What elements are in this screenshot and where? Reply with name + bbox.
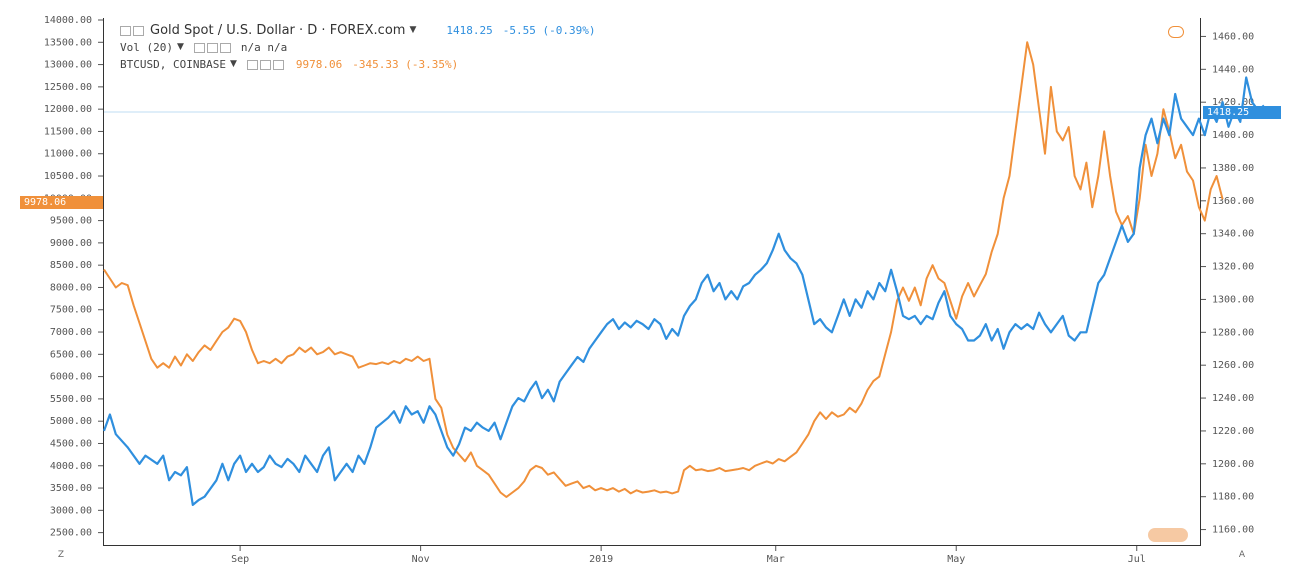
auto-scale-button[interactable]: A: [1238, 550, 1246, 560]
left-tick-label: 6000.00: [50, 372, 92, 383]
x-tick-label: Jul: [1128, 554, 1146, 565]
gold-title: Gold Spot / U.S. Dollar · D · FOREX.com: [150, 23, 406, 38]
btc-series-line: [103, 41, 1224, 498]
left-tick-label: 4500.00: [50, 438, 92, 449]
left-tick-label: 3000.00: [50, 505, 92, 516]
right-tick-label: 1260.00: [1212, 360, 1254, 371]
left-tick-label: 10500.00: [44, 171, 92, 182]
btc-price: 9978.06: [295, 58, 343, 71]
left-tick-label: 12000.00: [44, 104, 92, 115]
left-tick-label: 4000.00: [50, 461, 92, 472]
right-tick-label: 1420.00: [1212, 97, 1254, 108]
right-tick-label: 1400.00: [1212, 130, 1254, 141]
btc-change: -345.33 (-3.35%): [352, 58, 459, 71]
left-tick-label: 11500.00: [44, 126, 92, 137]
left-tick-label: 6500.00: [50, 349, 92, 360]
gold-change: -5.55 (-0.39%): [502, 24, 596, 37]
right-tick-label: 1300.00: [1212, 294, 1254, 305]
logo-icon: [1148, 528, 1188, 542]
close-icon[interactable]: [219, 42, 231, 53]
gold-series-line: [102, 76, 1265, 506]
dropdown-chevron-icon[interactable]: ▼: [176, 42, 184, 52]
legend-vol-row[interactable]: Vol (20) ▼ n/a n/a: [120, 39, 595, 56]
gold-price-tag: 1418.25: [1203, 106, 1281, 119]
left-tick-label: 9500.00: [50, 216, 92, 227]
vol-values: n/a n/a: [240, 41, 288, 54]
x-axis-ticks: Sep Nov 2019 Mar May Jul: [231, 546, 1146, 565]
left-tick-label: 12500.00: [44, 82, 92, 93]
x-tick-label: May: [947, 554, 965, 565]
left-tick-label: 11000.00: [44, 149, 92, 160]
settings-icon[interactable]: [259, 59, 271, 70]
left-tick-label: 9000.00: [50, 238, 92, 249]
right-tick-label: 1200.00: [1212, 459, 1254, 470]
right-tick-label: 1380.00: [1212, 163, 1254, 174]
btc-price-tag: 9978.06: [20, 196, 103, 209]
right-tick-label: 1340.00: [1212, 229, 1254, 240]
x-tick-label: 2019: [589, 554, 613, 565]
legend: Gold Spot / U.S. Dollar · D · FOREX.com …: [120, 22, 595, 73]
x-tick-label: Sep: [231, 554, 249, 565]
right-tick-label: 1460.00: [1212, 31, 1254, 42]
left-tick-label: 8500.00: [50, 260, 92, 271]
right-tick-label: 1360.00: [1212, 196, 1254, 207]
right-tick-label: 1160.00: [1212, 525, 1254, 536]
x-tick-label: Nov: [412, 554, 430, 565]
bars-icon[interactable]: [133, 25, 144, 36]
left-axis-ticks: 14000.00 13500.00 13000.00 12500.00 12000.00…: [44, 15, 103, 539]
dropdown-chevron-icon[interactable]: ▼: [409, 25, 417, 35]
settings-icon[interactable]: [206, 42, 218, 53]
left-tick-label: 13000.00: [44, 60, 92, 71]
left-tick-label: 2500.00: [50, 528, 92, 539]
visibility-toggle-icon[interactable]: [120, 25, 131, 36]
left-tick-label: 7000.00: [50, 327, 92, 338]
vol-label: Vol (20): [120, 41, 173, 54]
legend-gold-row[interactable]: Gold Spot / U.S. Dollar · D · FOREX.com …: [120, 22, 595, 39]
eye-icon[interactable]: [246, 59, 258, 70]
right-tick-label: 1280.00: [1212, 327, 1254, 338]
alert-clock-icon[interactable]: [1168, 26, 1184, 38]
left-tick-label: 14000.00: [44, 15, 92, 26]
btc-title: BTCUSD, COINBASE: [120, 58, 226, 71]
close-icon[interactable]: [272, 59, 284, 70]
gold-price: 1418.25: [446, 24, 493, 37]
right-tick-label: 1240.00: [1212, 393, 1254, 404]
left-tick-label: 3500.00: [50, 483, 92, 494]
right-axis-ticks: 1460.00 1440.00 1420.00 1400.00 1380.00 1360.…: [1201, 31, 1254, 536]
right-tick-label: 1440.00: [1212, 64, 1254, 75]
right-tick-label: 1180.00: [1212, 492, 1254, 503]
left-tick-label: 7500.00: [50, 305, 92, 316]
x-tick-label: Mar: [767, 554, 785, 565]
scale-left-button[interactable]: Z: [57, 550, 65, 560]
eye-icon[interactable]: [193, 42, 205, 53]
right-tick-label: 1320.00: [1212, 262, 1254, 273]
left-tick-label: 5500.00: [50, 394, 92, 405]
dropdown-chevron-icon[interactable]: ▼: [229, 59, 237, 69]
left-tick-label: 13500.00: [44, 37, 92, 48]
legend-btc-row[interactable]: BTCUSD, COINBASE ▼ 9978.06 -345.33 (-3.3…: [120, 56, 595, 73]
left-tick-label: 5000.00: [50, 416, 92, 427]
left-tick-label: 8000.00: [50, 282, 92, 293]
right-tick-label: 1220.00: [1212, 426, 1254, 437]
